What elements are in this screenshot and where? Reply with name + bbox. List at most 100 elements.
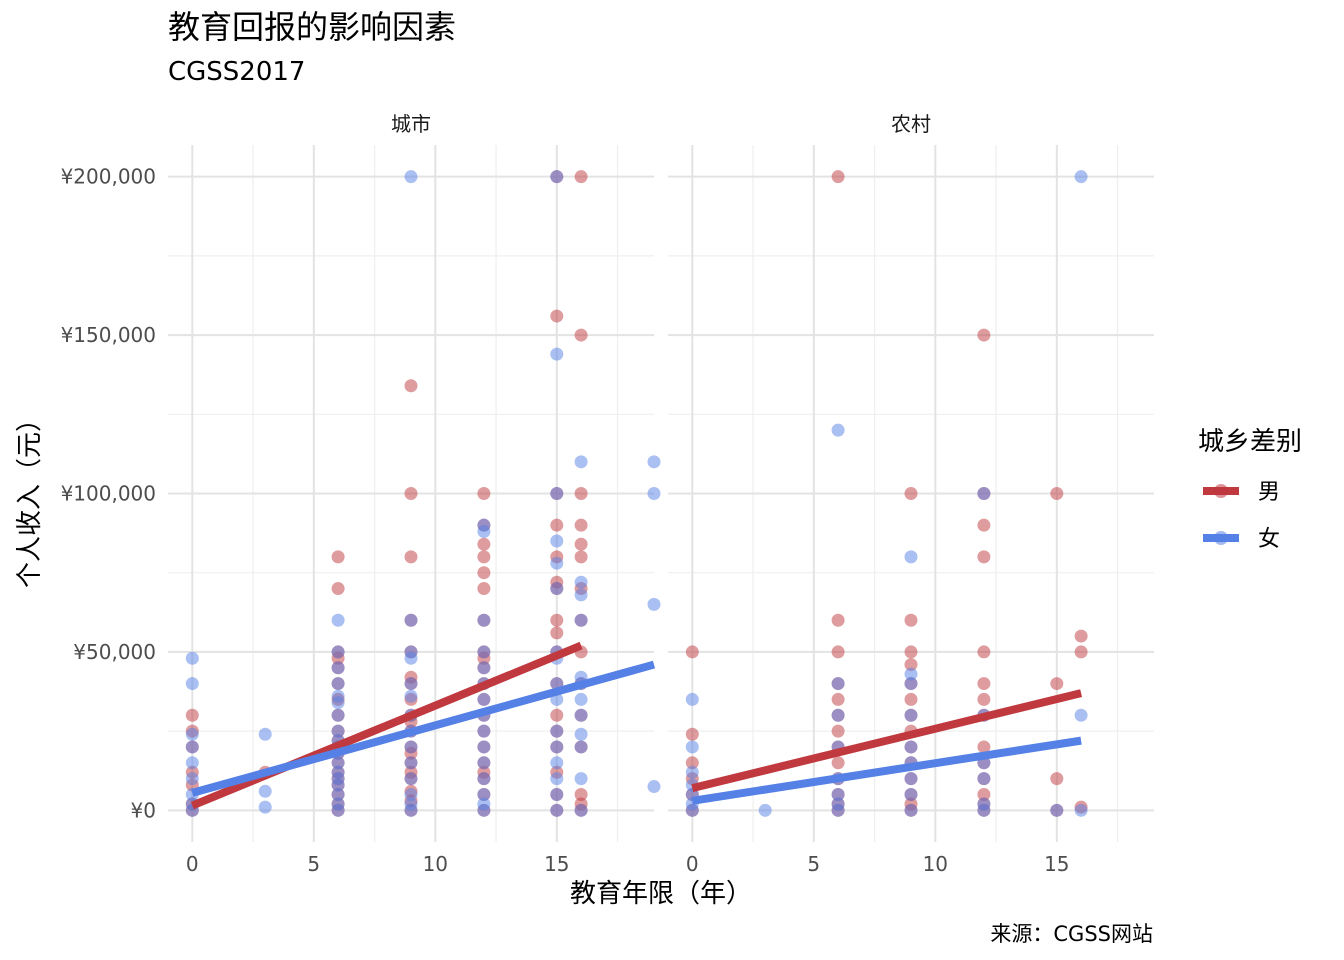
- scatter-point: [977, 518, 991, 532]
- scatter-point: [477, 518, 491, 532]
- scatter-point: [904, 677, 918, 691]
- scatter-point: [831, 613, 845, 627]
- scatter-point: [574, 692, 588, 706]
- fit-line: [190, 641, 583, 810]
- scatter-point: [831, 692, 845, 706]
- scatter-point: [477, 537, 491, 551]
- scatter-point: [831, 708, 845, 722]
- scatter-point: [404, 740, 418, 754]
- scatter-point: [331, 724, 345, 738]
- y-tick-label: ¥50,000: [73, 640, 156, 664]
- scatter-point: [477, 724, 491, 738]
- scatter-point: [185, 651, 199, 665]
- scatter-point: [477, 787, 491, 801]
- legend-label-male: 男: [1258, 480, 1280, 505]
- scatter-point: [331, 797, 345, 811]
- scatter-point: [831, 756, 845, 770]
- scatter-point: [404, 756, 418, 770]
- scatter-point: [404, 677, 418, 691]
- scatter-point: [574, 537, 588, 551]
- scatter-point: [550, 170, 564, 184]
- scatter-point: [404, 613, 418, 627]
- scatter-point: [477, 797, 491, 811]
- scatter-point: [1050, 677, 1064, 691]
- scatter-point: [331, 550, 345, 564]
- x-axis-title: 教育年限（年）: [570, 879, 752, 909]
- scatter-point: [331, 613, 345, 627]
- scatter-point: [685, 645, 699, 659]
- scatter-point: [977, 550, 991, 564]
- scatter-point: [574, 803, 588, 817]
- scatter-point: [550, 803, 564, 817]
- scatter-point: [831, 787, 845, 801]
- scatter-point: [574, 550, 588, 564]
- scatter-point: [647, 780, 661, 794]
- scatter-point: [550, 309, 564, 323]
- scatter-point: [685, 692, 699, 706]
- scatter-point: [550, 534, 564, 548]
- scatter-point: [904, 487, 918, 500]
- scatter-point: [404, 787, 418, 801]
- scatter-point: [1074, 645, 1088, 659]
- scatter-point: [550, 626, 564, 640]
- scatter-point: [258, 727, 272, 741]
- scatter-point: [977, 740, 991, 754]
- scatter-point: [550, 347, 564, 361]
- scatter-point: [404, 379, 418, 393]
- scatter-point: [831, 170, 845, 184]
- x-tick-label: 0: [686, 852, 699, 876]
- scatter-point: [647, 455, 661, 469]
- scatter-point: [1074, 803, 1088, 817]
- scatter-point: [685, 765, 699, 779]
- scatter-point: [1074, 170, 1088, 184]
- scatter-point: [404, 797, 418, 811]
- scatter-point: [331, 689, 345, 703]
- scatter-point: [685, 740, 699, 754]
- scatter-point: [331, 677, 345, 691]
- scatter-point: [574, 518, 588, 532]
- scatter-point: [647, 487, 661, 500]
- scatter-point: [404, 170, 418, 184]
- scatter-point: [550, 708, 564, 722]
- scatter-point: [550, 740, 564, 754]
- scatter-point: [1050, 803, 1064, 817]
- scatter-point: [477, 740, 491, 754]
- scatter-point: [1074, 708, 1088, 722]
- chart-subtitle: CGSS2017: [168, 57, 305, 87]
- scatter-point: [477, 487, 491, 500]
- scatter-point: [977, 677, 991, 691]
- scatter-point: [331, 645, 345, 659]
- scatter-point: [977, 787, 991, 801]
- scatter-point: [647, 597, 661, 611]
- scatter-point: [904, 787, 918, 801]
- scatter-point: [574, 613, 588, 627]
- scatter-point: [574, 708, 588, 722]
- x-tick-label: 15: [1044, 852, 1069, 876]
- chart-caption: 来源：CGSS网站: [990, 922, 1153, 946]
- y-axis-ticks: ¥0 ¥50,000 ¥100,000 ¥150,000 ¥200,000: [61, 165, 156, 823]
- scatter-point: [331, 756, 345, 770]
- scatter-point: [477, 772, 491, 786]
- scatter-point: [977, 797, 991, 811]
- x-tick-label: 0: [186, 852, 199, 876]
- scatter-point: [904, 550, 918, 564]
- scatter-point: [574, 575, 588, 589]
- panel-urban: 0 5 10 15: [168, 145, 661, 876]
- scatter-point: [331, 661, 345, 675]
- x-tick-label: 5: [807, 852, 820, 876]
- scatter-point: [574, 170, 588, 184]
- scatter-point: [977, 645, 991, 659]
- scatter-point: [904, 692, 918, 706]
- scatter-point: [574, 487, 588, 500]
- scatter-point: [331, 708, 345, 722]
- scatter-point: [758, 803, 772, 817]
- scatter-point: [831, 423, 845, 437]
- scatter-point: [477, 692, 491, 706]
- scatter-point: [831, 724, 845, 738]
- legend-title: 城乡差别: [1198, 427, 1302, 457]
- scatter-point: [574, 328, 588, 342]
- scatter-point: [904, 613, 918, 627]
- scatter-point: [550, 756, 564, 770]
- scatter-point: [574, 588, 588, 602]
- legend: 城乡差别 男 女: [1198, 427, 1302, 552]
